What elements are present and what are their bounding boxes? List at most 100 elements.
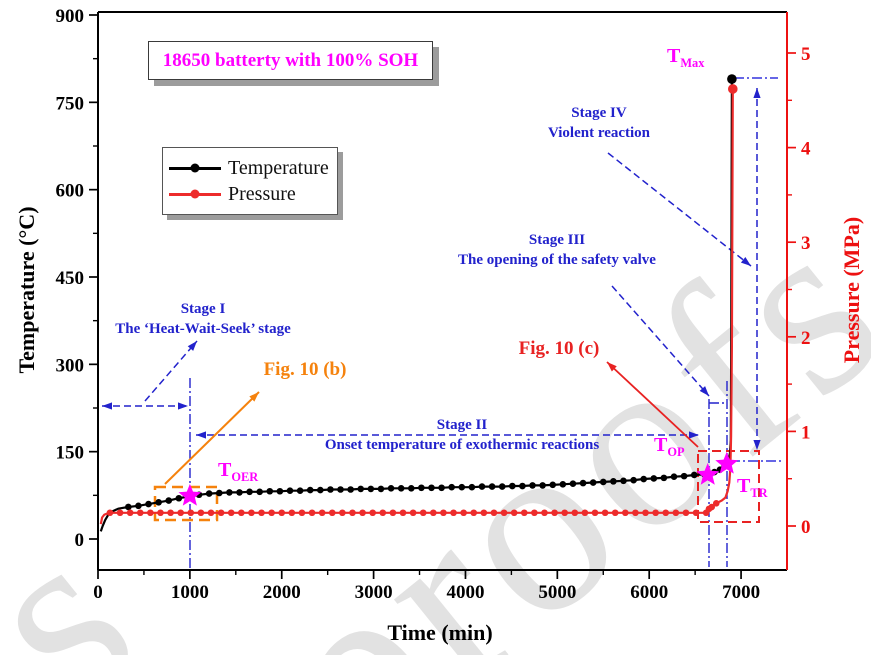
svg-text:4000: 4000	[446, 582, 484, 603]
annotation-fig10c: Fig. 10 (c)	[518, 338, 600, 359]
stage2-line2: Onset temperature of exothermic reaction…	[324, 437, 600, 454]
pressure-marker	[147, 509, 154, 517]
temperature-marker	[509, 482, 516, 490]
temperature-marker	[630, 476, 637, 484]
temperature-marker	[236, 489, 243, 496]
annotation-stage4: Stage IV Violent reaction	[548, 103, 650, 144]
pressure-marker	[409, 509, 417, 517]
stage1-line1: Stage I	[180, 301, 226, 317]
pressure-marker	[682, 509, 690, 517]
svg-text:0: 0	[801, 517, 811, 538]
top-main: T	[654, 434, 668, 456]
temperature-marker	[498, 483, 506, 490]
pressure-marker	[167, 509, 174, 517]
pressure-marker	[500, 509, 508, 517]
pressure-marker	[339, 509, 346, 517]
legend-label-pressure: Pressure	[228, 182, 296, 205]
annotation-arrows	[102, 88, 761, 485]
legend: Temperature Pressure	[162, 147, 338, 215]
pressure-marker	[480, 509, 488, 517]
pressure-marker	[399, 509, 407, 517]
left-axis-title: Temperature (°C)	[14, 206, 39, 374]
pressure-marker	[359, 509, 366, 517]
pressure-marker	[672, 509, 680, 517]
pressure-marker	[106, 509, 114, 517]
temperature-marker	[387, 485, 395, 492]
temperature-marker	[215, 489, 223, 497]
axis-ticks: 0 1000 2000 3000 4000 5000 6000 700001503004506…	[56, 6, 812, 603]
temperature-marker	[175, 494, 183, 502]
pressure-marker	[611, 509, 619, 517]
pressure-marker	[440, 509, 447, 517]
temperature-marker	[327, 486, 334, 493]
temperature-marker	[610, 478, 617, 485]
pressure-marker	[389, 509, 397, 517]
temperature-marker	[569, 480, 577, 487]
event-star	[178, 483, 202, 506]
svg-text:900: 900	[56, 6, 85, 27]
toer-main: T	[218, 459, 232, 481]
svg-text:600: 600	[56, 181, 85, 202]
temperature-marker	[589, 479, 597, 486]
temperature-marker	[428, 484, 435, 492]
pressure-marker	[369, 509, 376, 517]
pressure-marker	[712, 499, 720, 507]
temperature-marker	[397, 485, 405, 492]
highlight-box	[697, 450, 760, 523]
svg-text:6000: 6000	[630, 582, 668, 603]
stage3-line1: Stage III	[528, 232, 586, 248]
temperature-marker	[296, 487, 304, 494]
x-axis-title: Time (min)	[387, 620, 493, 645]
svg-text:300: 300	[56, 355, 85, 376]
pressure-marker	[591, 509, 599, 517]
temperature-marker	[145, 500, 152, 508]
legend-label-temperature: Temperature	[228, 156, 329, 179]
pressure-marker	[652, 509, 659, 517]
pressure-marker	[622, 509, 629, 517]
temperature-marker	[599, 478, 607, 486]
right-axis-title: Pressure (MPa)	[839, 216, 864, 364]
annotation-ttr: TTR	[737, 475, 768, 501]
svg-text:450: 450	[56, 268, 85, 289]
svg-text:2: 2	[801, 328, 811, 349]
temperature-marker	[488, 483, 496, 490]
pressure-marker	[288, 509, 296, 517]
pressure-marker	[298, 509, 306, 517]
pressure-marker	[510, 509, 518, 517]
top-sub: OP	[667, 445, 685, 459]
pressure-marker	[531, 509, 538, 517]
pressure-marker	[419, 509, 427, 517]
pressure-marker	[662, 509, 670, 517]
temperature-marker	[256, 488, 263, 496]
stage4-line2: Violent reaction	[547, 125, 651, 142]
pressure-marker	[187, 509, 195, 517]
temperature-marker	[286, 487, 294, 494]
svg-text:3: 3	[801, 233, 811, 254]
pressure-marker	[207, 509, 215, 517]
temperature-marker	[579, 479, 587, 487]
temperature-marker	[670, 473, 678, 481]
pressure-marker	[551, 509, 558, 517]
stage2-line1: Stage II	[436, 417, 488, 433]
pressure-marker	[708, 503, 715, 511]
event-star	[715, 451, 739, 474]
temperature-marker	[165, 497, 173, 504]
svg-text:0: 0	[75, 530, 85, 551]
temperature-marker	[317, 486, 324, 494]
temperature-marker	[418, 484, 425, 492]
pressure-marker	[238, 509, 245, 517]
pressure-marker	[157, 509, 164, 517]
temperature-marker	[620, 477, 627, 485]
annotation-fig10b: Fig. 10 (b)	[263, 359, 347, 380]
event-star	[696, 463, 720, 485]
temperature-marker	[266, 487, 274, 495]
temperature-marker	[438, 484, 445, 492]
pressure-marker	[450, 509, 457, 517]
temperature-marker	[549, 481, 557, 489]
pressure-marker	[349, 509, 356, 517]
pressure-marker	[430, 509, 437, 517]
temperature-marker	[640, 475, 647, 483]
pressure-peak-marker	[727, 84, 738, 94]
